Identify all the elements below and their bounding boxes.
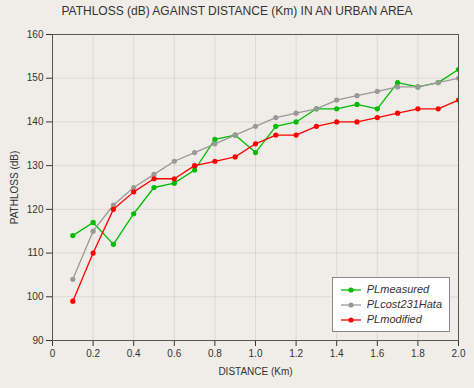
html-text:PATHLOSS (dB) AGAINST DISTANCE: PATHLOSS (dB) AGAINST DISTANCE (Km) IN A… bbox=[61, 4, 413, 18]
svg-text:2.0: 2.0 bbox=[452, 348, 466, 359]
svg-text:120: 120 bbox=[27, 204, 44, 215]
svg-text:1.6: 1.6 bbox=[370, 348, 384, 359]
html-text:PLmeasured: PLmeasured bbox=[366, 283, 430, 295]
svg-text:0.8: 0.8 bbox=[208, 348, 222, 359]
svg-text:0.4: 0.4 bbox=[127, 348, 141, 359]
svg-text:1.0: 1.0 bbox=[249, 348, 263, 359]
svg-text:1.8: 1.8 bbox=[411, 348, 425, 359]
svg-text:0.2: 0.2 bbox=[86, 348, 100, 359]
svg-text:1.2: 1.2 bbox=[289, 348, 303, 359]
svg-text:130: 130 bbox=[27, 160, 44, 171]
svg-text:90: 90 bbox=[32, 335, 44, 346]
svg-text:PATHLOSS (dB): PATHLOSS (dB) bbox=[9, 151, 20, 225]
svg-text:110: 110 bbox=[28, 247, 44, 258]
html-text:PLmodified: PLmodified bbox=[366, 313, 422, 325]
svg-text:160: 160 bbox=[27, 29, 44, 40]
svg-text:140: 140 bbox=[27, 116, 44, 127]
svg-text:0.6: 0.6 bbox=[167, 348, 181, 359]
svg-text:1.4: 1.4 bbox=[330, 348, 344, 359]
svg-text:DISTANCE (Km): DISTANCE (Km) bbox=[218, 366, 292, 377]
html-text:PLcost231Hata: PLcost231Hata bbox=[366, 298, 442, 310]
svg-text:0: 0 bbox=[50, 348, 56, 359]
svg-text:100: 100 bbox=[27, 291, 44, 302]
svg-text:150: 150 bbox=[27, 72, 44, 83]
